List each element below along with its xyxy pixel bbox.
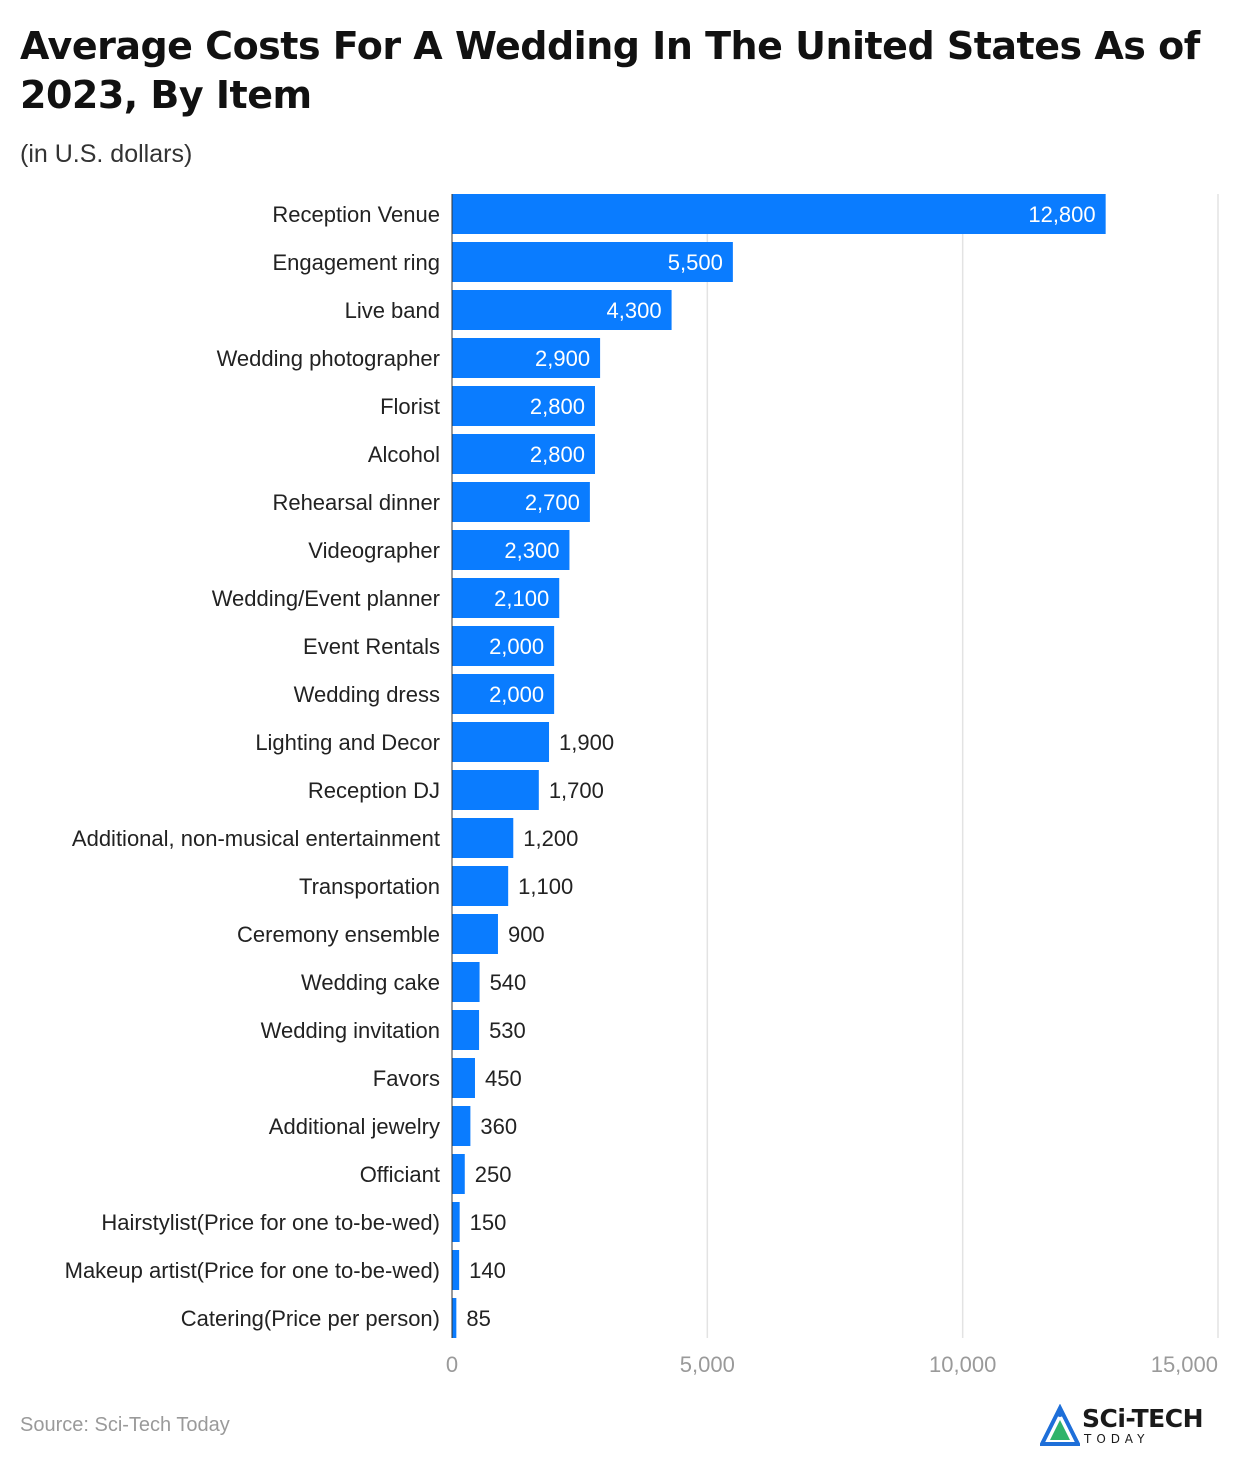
bar [452,434,595,474]
value-label: 2,800 [530,442,585,467]
bar [452,818,514,858]
value-label: 2,000 [489,634,544,659]
bar [452,1058,475,1098]
value-label: 2,300 [504,538,559,563]
value-label: 1,700 [549,778,604,803]
category-label: Wedding cake [301,970,440,995]
bar [452,194,1106,234]
value-label: 2,900 [535,346,590,371]
category-label: Engagement ring [272,250,440,275]
category-label: Wedding/Event planner [212,586,440,611]
category-label: Catering(Price per person) [181,1306,440,1331]
sci-tech-logo-icon [1040,1404,1080,1446]
bar [452,866,509,906]
logo-subtext: TODAY [1084,1432,1150,1446]
value-label: 85 [466,1306,490,1331]
value-label: 2,000 [489,682,544,707]
value-label: 2,800 [530,394,585,419]
value-label: 1,900 [559,730,614,755]
category-label: Alcohol [368,442,440,467]
bar [452,242,733,282]
x-tick-label: 5,000 [680,1352,735,1377]
bar [452,290,672,330]
category-label: Additional, non-musical entertainment [72,826,440,851]
bar [452,1010,480,1050]
source-note: Source: Sci-Tech Today [20,1414,230,1436]
category-label: Reception DJ [308,778,440,803]
bar [452,1298,457,1338]
bar-chart: Reception Venue Engagement ring Live band W… [65,194,1219,1377]
value-label: 5,500 [668,250,723,275]
value-label: 530 [489,1018,526,1043]
bar [452,626,555,666]
category-label: Lighting and Decor [255,730,440,755]
bar [452,578,560,618]
category-label: Ceremony ensemble [237,922,440,947]
category-label: Hairstylist(Price for one to-be-wed) [101,1210,440,1235]
bar [452,482,590,522]
category-label: Wedding photographer [217,346,440,371]
x-tick-label: 15,000 [1151,1352,1218,1377]
value-label: 140 [469,1258,506,1283]
category-label: Event Rentals [303,634,440,659]
bar [452,722,550,762]
category-label: Wedding dress [294,682,440,707]
bar [452,1250,460,1290]
bar [452,1202,460,1242]
category-label: Reception Venue [272,202,440,227]
category-label: Videographer [308,538,440,563]
value-label: 250 [475,1162,512,1187]
category-label: Live band [345,298,440,323]
value-label: 360 [480,1114,517,1139]
bar [452,962,480,1002]
chart-title: Average Costs For A Wedding In The Unite… [20,24,1200,117]
category-label: Favors [373,1066,440,1091]
bar [452,1106,471,1146]
x-tick-label: 0 [446,1352,458,1377]
category-label: Rehearsal dinner [272,490,440,515]
bar [452,338,601,378]
x-tick-label: 10,000 [929,1352,996,1377]
value-label: 540 [490,970,527,995]
x-axis-ticks: 0 5,000 10,000 15,000 [446,1352,1218,1377]
value-label: 450 [485,1066,522,1091]
logo-text: SCi-TECH [1082,1404,1204,1433]
category-label: Florist [380,394,440,419]
bar [452,1154,465,1194]
category-label: Officiant [360,1162,440,1187]
bar [452,386,595,426]
category-labels: Reception Venue Engagement ring Live band W… [65,202,440,1331]
bar [452,770,539,810]
value-label: 1,200 [523,826,578,851]
value-label: 2,100 [494,586,549,611]
bar [452,674,555,714]
category-label: Additional jewelry [269,1114,440,1139]
category-label: Makeup artist(Price for one to-be-wed) [65,1258,440,1283]
bar [452,914,498,954]
grid-lines [706,194,1219,1338]
category-label: Transportation [299,874,440,899]
value-label: 900 [508,922,545,947]
value-label: 150 [470,1210,507,1235]
chart-subtitle: (in U.S. dollars) [20,140,193,168]
value-label: 2,700 [525,490,580,515]
bar [452,530,570,570]
value-label: 12,800 [1028,202,1095,227]
value-label: 1,100 [518,874,573,899]
category-label: Wedding invitation [261,1018,440,1043]
bars [451,194,1106,1338]
sci-tech-logo: SCi-TECH TODAY [1040,1402,1220,1450]
value-label: 4,300 [607,298,662,323]
